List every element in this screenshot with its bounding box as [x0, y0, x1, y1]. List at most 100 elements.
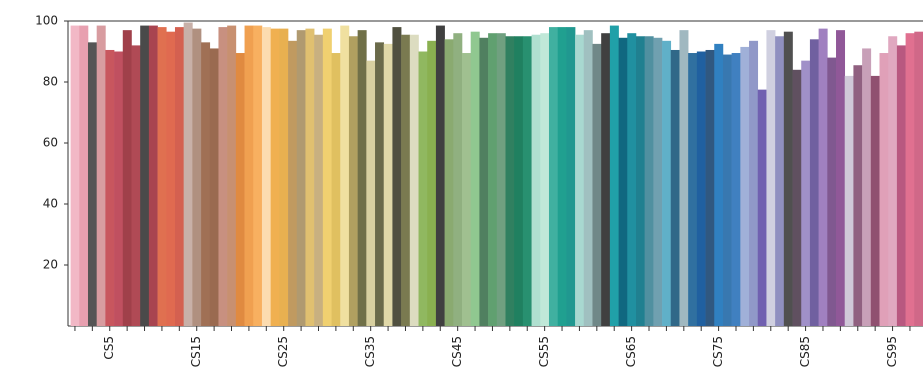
bar — [314, 34, 324, 326]
bar — [174, 27, 184, 326]
bar — [522, 36, 532, 326]
bar — [366, 60, 376, 327]
bar — [192, 28, 202, 326]
bar — [792, 69, 802, 327]
bar — [296, 30, 306, 327]
bar — [731, 53, 741, 327]
bar — [618, 37, 628, 327]
bar — [844, 75, 854, 327]
bar — [575, 34, 585, 326]
x-tick-label: CS45 — [450, 336, 464, 367]
bar — [270, 28, 280, 326]
x-tick-label: CS15 — [189, 336, 203, 367]
bar — [557, 27, 567, 326]
bar — [914, 31, 923, 327]
bar — [348, 36, 358, 326]
y-tick-label: 20 — [43, 258, 58, 272]
bar — [670, 49, 680, 326]
y-tick-label: 80 — [43, 75, 58, 89]
bar — [122, 30, 132, 327]
bar — [87, 42, 97, 326]
bar — [662, 40, 672, 326]
bar — [183, 22, 193, 327]
x-tick-label: CS65 — [624, 336, 638, 367]
bar — [566, 27, 576, 326]
bar — [601, 33, 611, 326]
x-tick-label: CS75 — [711, 336, 725, 367]
bar — [801, 60, 811, 327]
y-tick-label: 100 — [35, 14, 58, 28]
bar — [783, 31, 793, 327]
bar — [749, 40, 759, 326]
bar — [279, 28, 289, 326]
bar — [740, 46, 750, 327]
bar — [592, 43, 602, 326]
bar — [209, 48, 219, 326]
bar — [401, 34, 411, 326]
bar — [331, 53, 341, 327]
bar — [766, 30, 776, 327]
bar — [166, 31, 176, 327]
bar — [244, 25, 254, 326]
bar — [862, 48, 872, 326]
bar — [688, 53, 698, 327]
bar — [357, 30, 367, 327]
bar — [696, 51, 706, 326]
bar — [70, 25, 80, 326]
bar — [383, 43, 393, 326]
bar — [540, 33, 550, 326]
bar — [870, 75, 880, 327]
bar — [218, 27, 228, 326]
bar — [775, 36, 785, 326]
bar — [157, 27, 167, 326]
bar — [836, 30, 846, 327]
bar — [888, 36, 898, 326]
bar — [201, 42, 211, 326]
bar — [444, 39, 454, 327]
bar — [470, 31, 480, 327]
bar — [531, 34, 541, 326]
bar — [514, 36, 524, 326]
bar — [635, 36, 645, 326]
bar — [96, 25, 106, 326]
x-tick-label: CS35 — [363, 336, 377, 367]
bar — [105, 49, 115, 326]
bar — [418, 51, 428, 326]
bar — [627, 33, 637, 326]
bar — [140, 25, 150, 326]
bar — [705, 49, 715, 326]
bar — [261, 27, 271, 326]
bar — [462, 53, 472, 327]
x-tick-label: CS95 — [885, 336, 899, 367]
bar — [305, 28, 315, 326]
bar — [679, 30, 689, 327]
bar — [644, 36, 654, 326]
x-tick-label: CS85 — [798, 336, 812, 367]
bar — [896, 45, 906, 327]
bar — [757, 89, 767, 326]
bar — [453, 33, 463, 326]
bar — [79, 25, 89, 326]
bar — [131, 45, 141, 327]
bar — [905, 33, 915, 326]
bar — [288, 40, 298, 326]
bar — [227, 25, 237, 326]
bar — [322, 28, 332, 326]
bar — [253, 25, 263, 326]
bar — [235, 53, 245, 327]
bar — [609, 25, 619, 326]
bar — [583, 30, 593, 327]
bar — [818, 28, 828, 326]
bar — [409, 34, 419, 326]
y-tick-label: 60 — [43, 136, 58, 150]
bar — [505, 36, 515, 326]
y-tick-label: 40 — [43, 197, 58, 211]
x-tick-label: CS5 — [102, 336, 116, 360]
bar — [435, 25, 445, 326]
bar — [827, 57, 837, 326]
bar — [722, 54, 732, 327]
bar — [488, 33, 498, 326]
bar — [340, 25, 350, 326]
bar — [879, 53, 889, 327]
